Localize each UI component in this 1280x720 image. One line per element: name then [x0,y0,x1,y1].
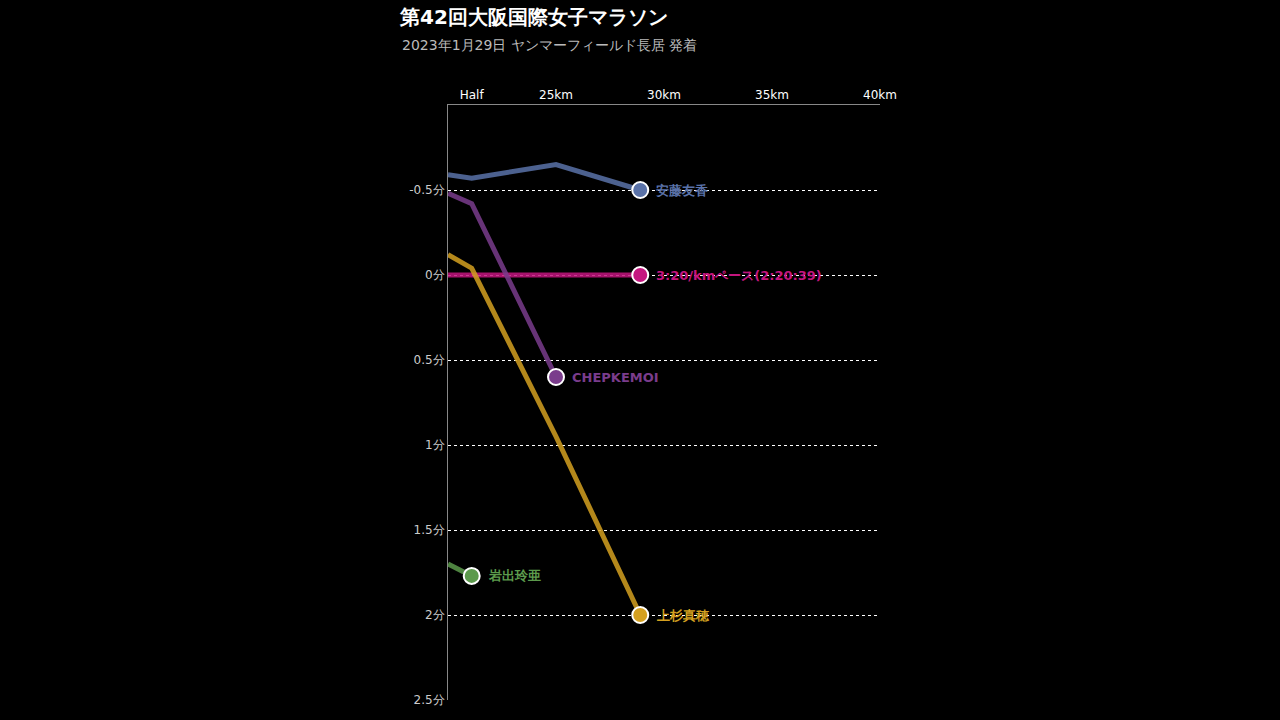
svg-text:30km: 30km [647,88,681,102]
svg-text:40km: 40km [863,88,897,102]
svg-text:Half: Half [460,88,485,102]
svg-text:2.5分: 2.5分 [414,693,445,707]
svg-text:35km: 35km [755,88,789,102]
svg-text:2分: 2分 [425,608,445,622]
svg-text:3:20/kmペース(2:20:39): 3:20/kmペース(2:20:39) [656,268,822,283]
svg-text:-0.5分: -0.5分 [409,183,444,197]
svg-text:0.5分: 0.5分 [414,353,445,367]
svg-text:0分: 0分 [425,268,445,282]
svg-text:上杉真穂: 上杉真穂 [656,608,710,623]
svg-text:1分: 1分 [425,438,445,452]
svg-text:1.5分: 1.5分 [414,523,445,537]
svg-text:第42回大阪国際女子マラソン: 第42回大阪国際女子マラソン [399,5,668,29]
svg-text:2023年1月29日 ヤンマーフィールド長居 発着: 2023年1月29日 ヤンマーフィールド長居 発着 [402,37,697,53]
svg-text:25km: 25km [539,88,573,102]
svg-text:安藤友香: 安藤友香 [656,183,709,198]
svg-text:岩出玲亜: 岩出玲亜 [488,568,541,583]
svg-text:CHEPKEMOI: CHEPKEMOI [572,370,659,385]
